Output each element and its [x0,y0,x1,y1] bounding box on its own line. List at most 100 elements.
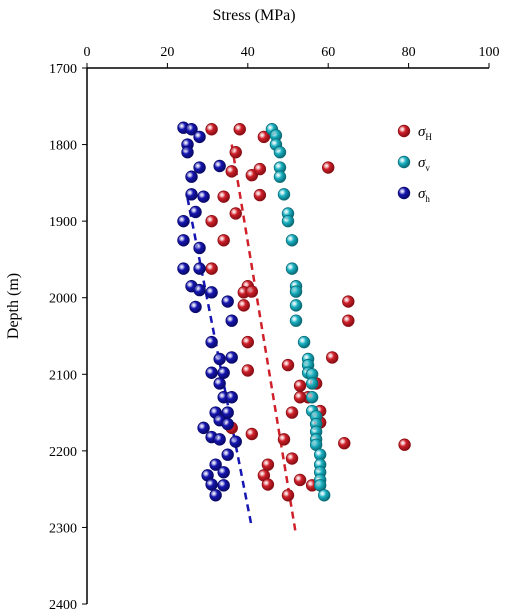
data-point-v [297,335,311,349]
data-point-H [205,214,218,228]
data-point-H [241,335,255,349]
data-point-h [221,417,234,431]
data-point-h [213,159,226,173]
data-point-H [257,130,271,144]
data-point-H [281,358,295,372]
legend-symbol: σ [418,124,426,140]
legend-marker-H [397,124,411,138]
x-tick-label: 60 [321,45,335,60]
data-point-H [285,406,299,419]
data-point-h [185,123,198,136]
data-point-H [293,473,307,487]
data-point-H [338,437,351,450]
data-point-h [225,391,238,404]
data-point-H [233,123,246,136]
x-axis-title: Stress (MPa) [212,7,295,24]
data-point-H [217,234,230,247]
data-point-v [289,299,303,312]
data-point-v [305,377,319,390]
data-point-v [281,214,295,228]
data-point-h [193,283,206,297]
y-axis-title: Depth (m) [5,273,22,339]
data-point-v [273,146,287,159]
data-point-h [193,262,206,275]
data-point-h [229,435,242,448]
data-point-v [317,489,331,502]
data-point-H [229,207,242,220]
y-tick-label: 2300 [49,521,77,536]
data-point-H [241,364,255,377]
legend-label-v: σv [418,155,430,173]
data-point-h [185,170,198,183]
y-tick-label: 1900 [49,215,77,230]
data-point-H [245,285,259,298]
data-point-v [305,391,319,404]
data-point-h [193,241,206,255]
y-tick-label: 2200 [49,445,77,460]
data-point-h [221,448,234,461]
legend-subscript: h [425,194,430,204]
legend-symbol: σ [418,155,426,171]
data-point-h [189,205,202,219]
data-point-H [322,161,335,174]
data-point-h [177,234,190,247]
data-point-H [326,351,339,364]
data-point-v [289,314,303,327]
data-point-v [289,285,303,298]
data-point-H [217,190,230,203]
trend-line-h [186,197,254,528]
x-tick-label: 40 [241,45,255,60]
data-point-h [197,190,210,203]
data-point-h [217,466,230,479]
data-point-H [398,438,411,451]
legend-label-H: σH [418,124,432,142]
data-point-H [342,295,355,308]
data-point-H [245,427,259,441]
data-point-h [205,286,218,299]
x-tick-label: 100 [479,45,500,60]
data-point-H [205,123,218,136]
data-point-v [285,262,299,275]
x-tick-label: 80 [402,45,416,60]
legend-subscript: v [425,163,430,173]
data-point-H [205,262,218,275]
data-point-h [197,421,210,435]
data-point-h [193,161,206,174]
data-point-h [205,335,218,349]
data-point-H [225,165,238,178]
data-point-H [229,146,242,159]
data-point-h [225,314,238,327]
y-tick-label: 1700 [49,62,77,77]
data-point-h [181,146,194,159]
data-point-h [209,458,222,471]
data-point-H [261,478,275,491]
data-point-h [205,478,218,491]
data-point-H [342,314,355,327]
data-point-H [261,458,275,471]
data-point-v [277,188,291,201]
data-point-h [193,130,206,144]
x-tick-label: 20 [160,45,174,60]
data-point-H [253,188,267,202]
data-point-h [213,377,226,390]
y-tick-label: 2000 [49,292,77,307]
data-point-h [177,214,190,228]
legend-marker-v [397,155,411,169]
data-point-h [205,366,218,379]
data-point-h [213,433,226,446]
data-point-h [185,188,198,201]
data-point-h [209,489,222,502]
data-point-H [277,433,291,446]
data-point-H [293,379,307,392]
x-tick-label: 0 [84,45,91,60]
data-point-h [189,300,202,314]
data-point-h [177,262,190,275]
data-point-h [217,479,230,492]
data-point-H [293,391,307,404]
data-point-H [237,299,250,312]
data-point-H [253,162,267,176]
y-tick-label: 2400 [49,598,77,613]
data-point-h [225,351,238,364]
